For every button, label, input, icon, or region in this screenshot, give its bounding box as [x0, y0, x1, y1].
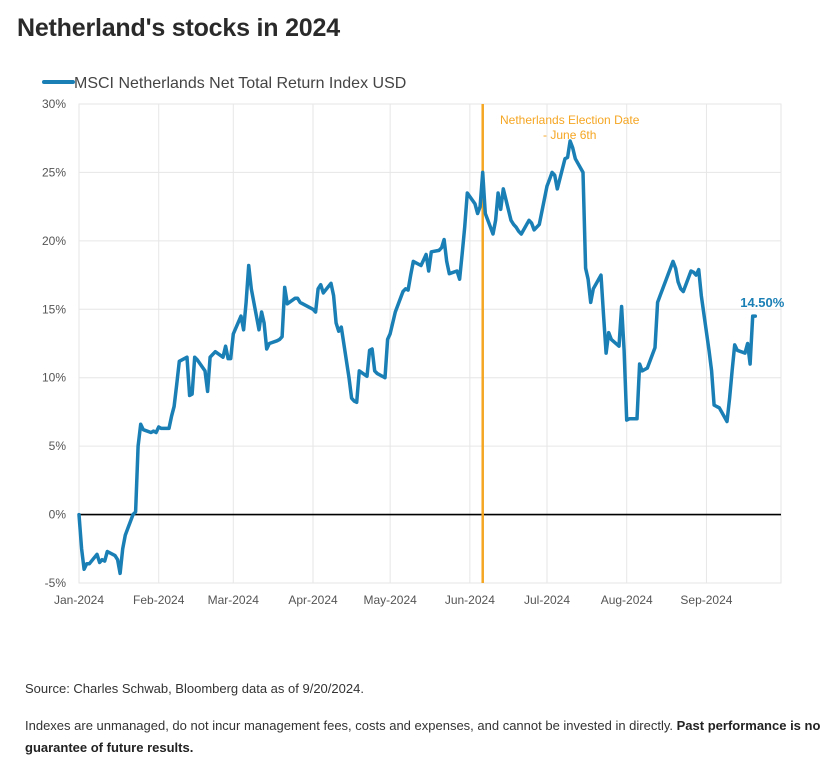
source-note: Source: Charles Schwab, Bloomberg data a… — [25, 681, 364, 696]
disclaimer-note: Indexes are unmanaged, do not incur mana… — [25, 715, 830, 759]
election-date-label: - June 6th — [543, 128, 596, 142]
y-tick-label: 5% — [49, 439, 67, 453]
y-tick-label: 15% — [42, 302, 66, 316]
x-tick-label: Aug-2024 — [601, 593, 653, 607]
series-line — [77, 139, 758, 576]
x-tick-label: Jan-2024 — [54, 593, 104, 607]
line-chart: -5% 0% 5% 10% 15% 20% 25% 30% Jan-2024 Feb-2024 Ma… — [42, 75, 785, 607]
x-tick-label: Apr-2024 — [288, 593, 338, 607]
end-value-label: 14.50% — [740, 295, 785, 310]
x-tick-label: Mar-2024 — [208, 593, 260, 607]
x-tick-label: Jun-2024 — [445, 593, 495, 607]
y-tick-label: 25% — [42, 165, 66, 179]
y-tick-label: 30% — [42, 97, 66, 111]
chart-notes: Source: Charles Schwab, Bloomberg data a… — [25, 678, 830, 759]
y-tick-label: 20% — [42, 234, 66, 248]
x-tick-label: Jul-2024 — [524, 593, 570, 607]
legend-label: MSCI Netherlands Net Total Return Index … — [74, 75, 406, 92]
x-tick-label: May-2024 — [363, 593, 417, 607]
disclaimer-text: Indexes are unmanaged, do not incur mana… — [25, 718, 674, 733]
y-tick-label: 0% — [49, 508, 67, 522]
x-tick-label: Feb-2024 — [133, 593, 185, 607]
y-tick-label: 10% — [42, 371, 66, 385]
disclaimer-bold-text: Past performance is no guarantee of futu… — [25, 718, 821, 755]
election-date-label: Netherlands Election Date — [500, 113, 640, 127]
page-title: Netherland's stocks in 2024 — [17, 14, 340, 42]
y-tick-label: -5% — [45, 576, 67, 590]
plot-area — [78, 103, 782, 584]
x-tick-label: Sep-2024 — [680, 593, 732, 607]
